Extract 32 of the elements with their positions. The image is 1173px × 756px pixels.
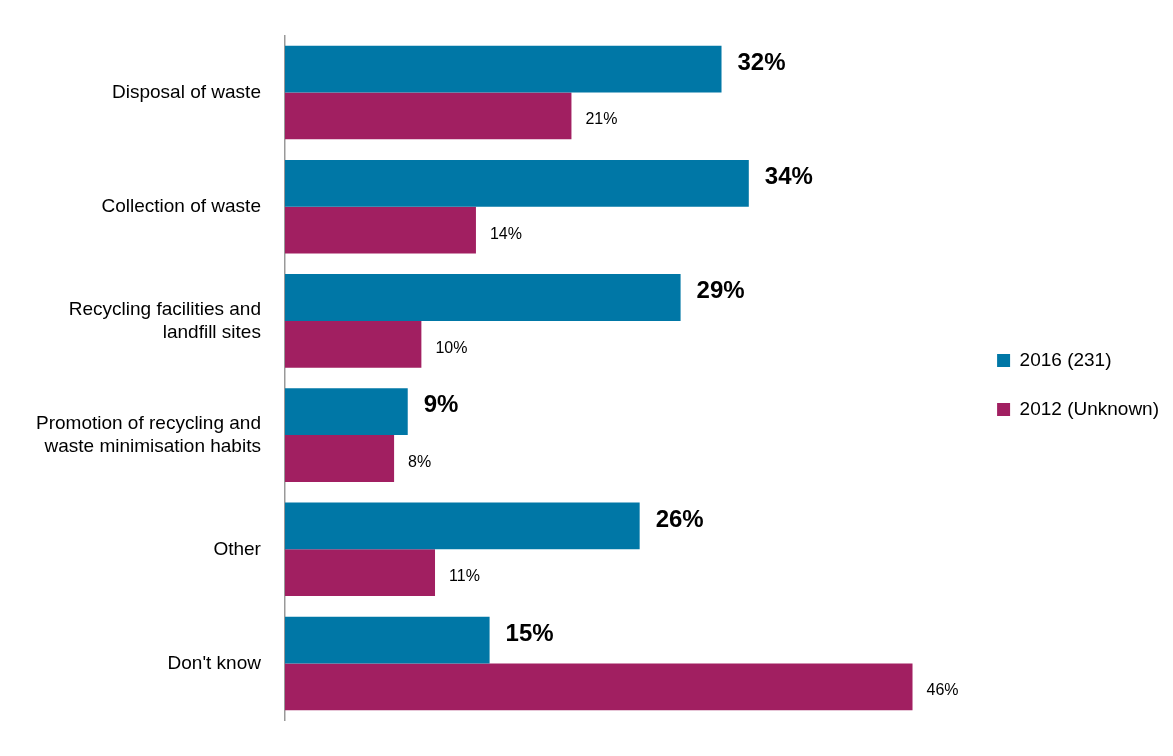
data-label: 15% <box>505 618 554 646</box>
data-label: 32% <box>737 47 786 75</box>
bar <box>284 616 490 664</box>
bar <box>284 274 681 321</box>
data-label: 21% <box>585 110 618 128</box>
bar <box>284 502 640 550</box>
data-label: 9% <box>423 390 459 418</box>
legend-label: 2012 (Unknown) <box>1019 397 1160 419</box>
bar <box>284 206 476 254</box>
data-label: 14% <box>489 224 522 242</box>
bar <box>284 320 422 368</box>
bar <box>284 159 749 207</box>
y-tick-label: Collection of waste <box>101 194 261 216</box>
bar <box>284 92 572 140</box>
data-label: 29% <box>696 276 745 304</box>
y-tick-label: Other <box>213 537 262 559</box>
bar <box>284 435 395 482</box>
bar <box>284 388 408 436</box>
data-label: 11% <box>449 567 480 585</box>
data-label: 8% <box>408 452 432 470</box>
y-tick-label: Recycling facilities and landfill sites <box>68 297 261 342</box>
data-label: 34% <box>764 161 813 189</box>
y-tick-label: Don't know <box>167 651 262 673</box>
bar <box>284 45 722 93</box>
bar <box>284 663 913 711</box>
bar <box>284 549 436 597</box>
data-label: 46% <box>926 681 959 699</box>
legend-label: 2016 (231) <box>1019 348 1112 370</box>
y-tick-label: Promotion of recycling and waste minimisation habits <box>35 411 261 456</box>
data-label: 26% <box>655 504 704 532</box>
y-tick-label: Disposal of waste <box>112 80 261 102</box>
data-label: 10% <box>435 338 468 356</box>
